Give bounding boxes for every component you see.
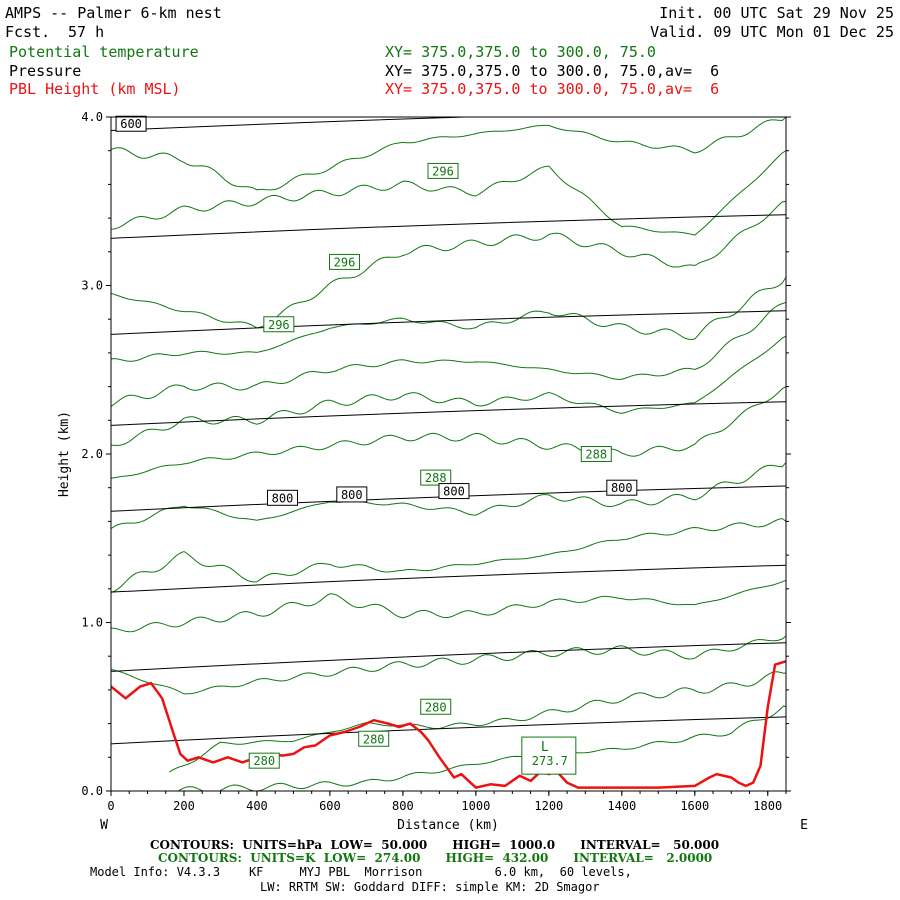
svg-text:288: 288 bbox=[585, 448, 607, 462]
pressure-contour-line bbox=[111, 401, 786, 426]
theta-contour-label: 296 bbox=[329, 253, 361, 270]
theta-contour-label: 280 bbox=[248, 752, 280, 769]
west-label: W bbox=[100, 818, 108, 833]
pressure-contour-line bbox=[111, 310, 786, 335]
svg-text:280: 280 bbox=[253, 754, 275, 768]
theta-contour-line bbox=[111, 301, 786, 407]
svg-text:600: 600 bbox=[120, 117, 142, 131]
x-tick-label: 200 bbox=[173, 799, 195, 813]
xsection-coords-theta: XY= 375.0,375.0 to 300.0, 75.0 bbox=[385, 43, 656, 61]
x-tick-label: 1000 bbox=[461, 799, 490, 813]
x-tick-label: 600 bbox=[319, 799, 341, 813]
x-axis-title: Distance (km) bbox=[397, 818, 499, 833]
svg-text:L: L bbox=[541, 740, 549, 755]
theta-contour-line bbox=[111, 462, 786, 530]
y-axis-title: Height (km) bbox=[57, 411, 72, 497]
field-label-theta: Potential temperature bbox=[9, 43, 199, 61]
y-tick-label: 4.0 bbox=[81, 110, 103, 124]
forecast-hour: 57 h bbox=[68, 23, 105, 41]
theta-contour-line bbox=[111, 200, 786, 329]
svg-text:280: 280 bbox=[425, 700, 447, 714]
theta-contour-line bbox=[111, 635, 786, 695]
pressure-contour-label: 800 bbox=[266, 489, 298, 506]
x-tick-label: 1400 bbox=[607, 799, 636, 813]
theta-contour-line bbox=[177, 705, 786, 791]
theta-contour-label: 280 bbox=[358, 730, 390, 747]
x-tick-label: 0 bbox=[107, 799, 114, 813]
theta-contours bbox=[111, 117, 786, 791]
y-tick-label: 1.0 bbox=[81, 616, 103, 630]
x-tick-label: 1600 bbox=[680, 799, 709, 813]
pressure-contour-label: 600 bbox=[115, 115, 147, 132]
pbl-height-line bbox=[111, 660, 786, 789]
theta-contour-line bbox=[111, 150, 786, 236]
model-info: Model Info: V4.3.3 KF MYJ PBL Morrison 6… bbox=[90, 865, 632, 879]
pressure-contour-label: 800 bbox=[438, 483, 470, 500]
x-tick-label: 800 bbox=[392, 799, 414, 813]
contour-labels: 296 296 296 288 288 280 280 280 600 800 800 800 800 L… bbox=[115, 115, 638, 775]
physics-info: LW: RRTM SW: Goddard DIFF: simple KM: 2D… bbox=[260, 880, 600, 894]
xsection-coords-pbl: XY= 375.0,375.0 to 300.0, 75.0,av= 6 bbox=[385, 80, 720, 98]
theta-contour-line bbox=[111, 517, 786, 593]
theta-contour-label: 296 bbox=[263, 316, 295, 333]
svg-text:800: 800 bbox=[443, 485, 465, 499]
field-label-pressure: Pressure bbox=[9, 62, 82, 80]
pressure-contour-line bbox=[111, 716, 786, 745]
y-tick-label: 3.0 bbox=[81, 279, 103, 293]
theta-contour-label: 296 bbox=[427, 162, 459, 179]
forecast-label: Fcst. bbox=[5, 23, 51, 41]
valid-time: Valid. 09 UTC Mon 01 Dec 25 bbox=[650, 23, 894, 41]
svg-text:296: 296 bbox=[334, 255, 356, 269]
y-tick-label: 0.0 bbox=[81, 784, 103, 798]
theta-contour-line bbox=[111, 117, 786, 191]
theta-contour-info: CONTOURS: UNITS=K LOW= 274.00 HIGH= 432.… bbox=[158, 851, 713, 865]
svg-text:800: 800 bbox=[341, 488, 363, 502]
theta-contour-line bbox=[111, 276, 786, 362]
plot-frame bbox=[110, 116, 787, 792]
x-tick-label: 1200 bbox=[534, 799, 563, 813]
svg-text:800: 800 bbox=[611, 481, 633, 495]
svg-text:273.7: 273.7 bbox=[532, 754, 568, 768]
pressure-contour-line bbox=[111, 564, 786, 593]
pbl-height-series bbox=[111, 660, 786, 789]
pressure-contour-line bbox=[111, 214, 786, 239]
theta-contour-label: 288 bbox=[420, 469, 452, 486]
svg-text:296: 296 bbox=[432, 164, 454, 178]
svg-text:280: 280 bbox=[363, 732, 385, 746]
theta-contour-label: 280 bbox=[420, 698, 452, 715]
y-tick-label: 2.0 bbox=[81, 447, 103, 461]
theta-contour-line bbox=[111, 335, 786, 447]
theta-contour-line bbox=[111, 579, 786, 633]
svg-text:288: 288 bbox=[425, 471, 447, 485]
axes: 0 200 400 600 800 1000 1200 1400 1600 1800 0.0 1.0 2… bbox=[81, 110, 791, 813]
svg-text:296: 296 bbox=[268, 318, 290, 332]
pressure-contours bbox=[111, 117, 786, 745]
pressure-contour-line bbox=[111, 642, 786, 672]
chart-title: AMPS -- Palmer 6-km nest bbox=[5, 4, 222, 22]
pressure-contour-info: CONTOURS: UNITS=hPa LOW= 50.000 HIGH= 10… bbox=[150, 838, 720, 852]
theta-contour-label: 288 bbox=[580, 446, 612, 462]
east-label: E bbox=[800, 818, 808, 833]
pressure-contour-label: 800 bbox=[336, 486, 368, 503]
pressure-contour-line bbox=[111, 117, 481, 131]
x-tick-label: 1800 bbox=[753, 799, 782, 813]
field-label-pbl: PBL Height (km MSL) bbox=[9, 80, 181, 98]
pressure-contour-label: 800 bbox=[606, 479, 638, 496]
init-time: Init. 00 UTC Sat 29 Nov 25 bbox=[659, 4, 894, 22]
theta-contour-line bbox=[111, 386, 786, 479]
svg-text:800: 800 bbox=[272, 491, 294, 505]
xsection-coords-pressure: XY= 375.0,375.0 to 300.0, 75.0,av= 6 bbox=[385, 62, 720, 80]
x-tick-label: 400 bbox=[246, 799, 268, 813]
